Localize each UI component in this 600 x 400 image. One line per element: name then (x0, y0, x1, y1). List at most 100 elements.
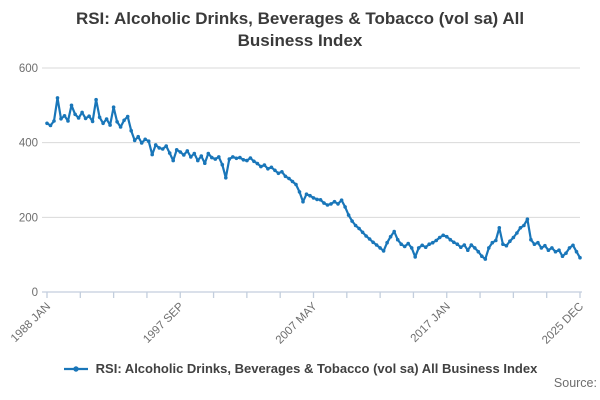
data-point-marker (466, 248, 470, 252)
data-point-marker (497, 226, 502, 230)
data-point-marker (52, 119, 56, 123)
data-point-marker (304, 192, 309, 196)
data-point-marker (241, 158, 246, 162)
data-point-marker (430, 240, 435, 245)
data-point-marker (574, 249, 579, 254)
data-point-marker (402, 244, 407, 249)
data-point-marker (259, 164, 263, 169)
data-point-marker (245, 158, 249, 163)
data-point-marker (448, 237, 453, 242)
data-point-marker (69, 103, 74, 108)
data-point-marker (167, 151, 172, 155)
data-point-marker (441, 233, 446, 238)
data-point-marker (210, 155, 214, 160)
data-point-marker (189, 155, 193, 159)
data-point-marker (192, 151, 197, 156)
data-point-marker (90, 119, 95, 124)
data-point-marker (97, 115, 102, 120)
x-axis-label: 1988 JAN (9, 301, 53, 345)
data-point-marker (392, 229, 397, 234)
data-point-marker (164, 144, 168, 148)
data-point-marker (546, 248, 551, 252)
data-point-marker (160, 147, 165, 151)
data-point-marker (311, 196, 316, 200)
data-point-marker (536, 240, 540, 245)
data-point-marker (501, 242, 505, 246)
y-axis-label: 200 (19, 212, 38, 224)
data-point-marker (108, 123, 112, 127)
data-point-marker (364, 234, 368, 238)
legend-line-dot-icon (63, 365, 88, 372)
data-point-marker (371, 240, 375, 245)
data-point-marker (196, 158, 200, 163)
data-point-marker (132, 138, 137, 143)
data-point-marker (560, 254, 565, 258)
data-point-marker (62, 114, 67, 118)
legend-series-label: RSI: Alcoholic Drinks, Beverages & Tobac… (95, 361, 538, 376)
data-point-marker (143, 137, 147, 142)
data-point-marker (378, 246, 382, 250)
data-point-marker (118, 125, 123, 129)
legend: RSI: Alcoholic Drinks, Beverages & Tobac… (0, 361, 600, 376)
data-point-marker (423, 245, 428, 249)
data-point-marker (220, 162, 225, 167)
data-point-marker (381, 249, 386, 253)
data-point-marker (350, 219, 354, 223)
data-point-marker (297, 190, 302, 194)
data-point-marker (238, 155, 242, 160)
data-point-marker (427, 242, 432, 246)
data-point-marker (224, 176, 228, 180)
data-point-marker (199, 154, 204, 158)
data-point-marker (490, 240, 495, 245)
data-point-marker (87, 114, 91, 118)
data-point-marker (273, 168, 277, 173)
data-point-marker (125, 114, 130, 119)
data-point-marker (360, 230, 365, 235)
data-point-marker (480, 254, 484, 258)
data-point-marker (308, 193, 312, 198)
data-point-marker (487, 246, 491, 250)
data-point-marker (473, 246, 477, 250)
x-axis-label: 2007 MAY (274, 300, 320, 346)
data-point-marker (280, 170, 284, 174)
data-point-marker (101, 121, 105, 126)
data-point-marker (182, 153, 186, 157)
data-point-marker (469, 243, 474, 247)
data-point-marker (153, 143, 158, 147)
data-point-marker (227, 157, 232, 161)
data-point-marker (203, 161, 207, 165)
data-point-marker (406, 241, 411, 246)
data-point-marker (129, 128, 133, 133)
data-point-marker (553, 249, 558, 254)
data-point-marker (539, 246, 544, 250)
data-point-marker (518, 226, 523, 230)
data-point-marker (571, 243, 575, 248)
data-point-marker (301, 199, 305, 204)
data-point-marker (515, 231, 519, 235)
data-point-marker (287, 176, 291, 181)
data-point-marker (437, 235, 442, 240)
data-point-marker (48, 123, 53, 128)
data-point-marker (283, 174, 288, 179)
source-note: Source: (553, 376, 597, 390)
data-point-marker (217, 155, 221, 159)
data-point-marker (213, 157, 218, 161)
data-point-marker (336, 202, 340, 206)
data-point-marker (276, 171, 281, 176)
data-point-marker (445, 234, 449, 239)
y-axis-label: 600 (19, 63, 38, 75)
legend-series-marker-icon (63, 364, 89, 374)
data-point-marker (532, 242, 537, 246)
data-point-marker (522, 223, 526, 228)
data-point-marker (234, 156, 239, 161)
x-axis-label: 2025 DEC (540, 301, 586, 347)
data-point-marker (395, 237, 400, 242)
data-point-marker (452, 240, 456, 245)
data-point-marker (231, 155, 235, 159)
data-point-marker (150, 152, 154, 157)
data-point-marker (529, 237, 533, 242)
data-point-marker (413, 255, 418, 259)
data-point-marker (353, 223, 358, 228)
data-point-marker (357, 226, 361, 231)
